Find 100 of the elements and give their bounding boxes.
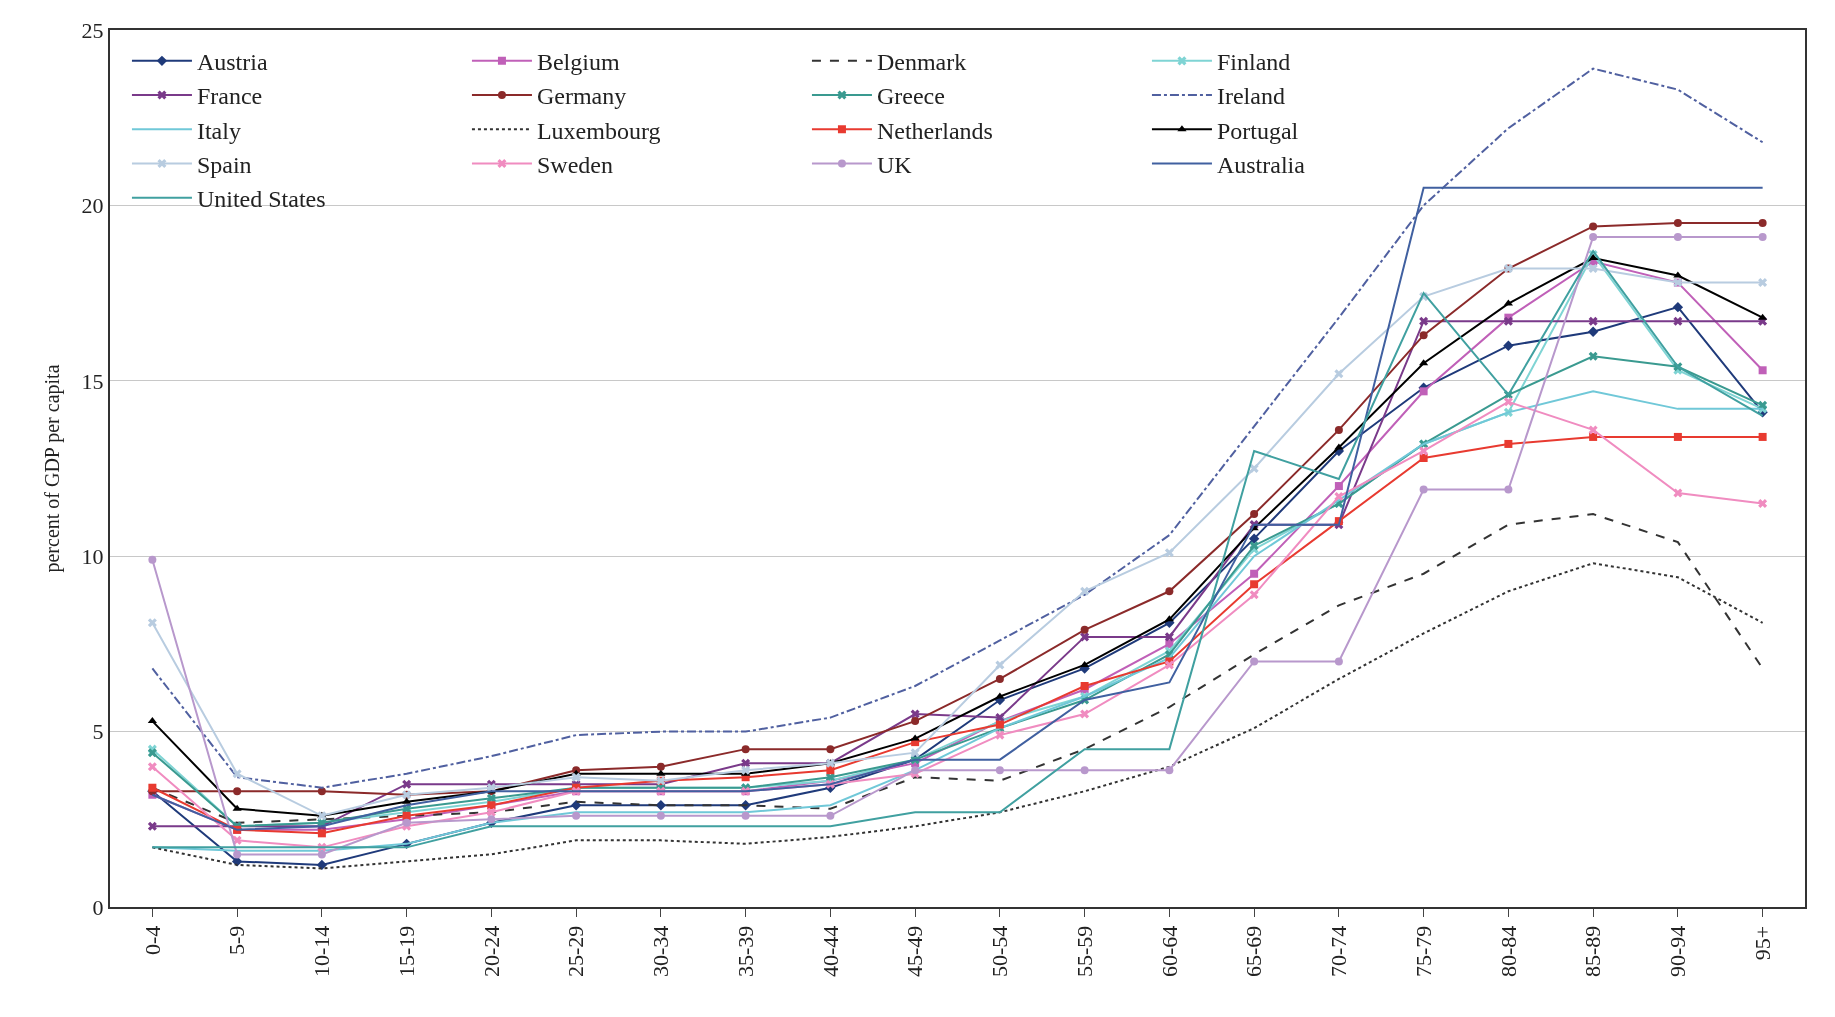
- point: [1334, 482, 1343, 491]
- y-tick-label: 5: [92, 719, 104, 745]
- point: [741, 765, 751, 775]
- legend-label: France: [196, 83, 263, 110]
- point: [317, 850, 326, 859]
- point: [1250, 657, 1259, 666]
- point: [1419, 453, 1428, 462]
- point: [741, 758, 751, 768]
- point: [1080, 682, 1089, 690]
- x-tick-label: 30-34: [648, 925, 674, 978]
- point: [1588, 254, 1598, 261]
- legend-label: Sweden: [536, 151, 613, 178]
- point: [1758, 366, 1767, 375]
- legend-label: Ireland: [1216, 83, 1285, 110]
- x-tick-label: 5-9: [224, 925, 250, 956]
- point: [1164, 660, 1174, 670]
- x-tick-label: 50-54: [987, 925, 1013, 978]
- x-tick-label: 25-29: [563, 925, 589, 978]
- point: [656, 811, 665, 820]
- point: [1080, 709, 1090, 719]
- point: [316, 859, 328, 871]
- point: [656, 769, 666, 776]
- x-tick-label: 20-24: [478, 925, 504, 978]
- x-tick-label: 40-44: [817, 925, 843, 978]
- point: [1419, 446, 1429, 456]
- point: [233, 850, 242, 859]
- point: [1164, 632, 1174, 642]
- point: [995, 660, 1005, 670]
- point: [1588, 316, 1598, 326]
- legend-label: Greece: [876, 83, 945, 110]
- point: [1334, 425, 1343, 434]
- point: [1758, 400, 1768, 410]
- x-tick-label: 85-89: [1580, 925, 1606, 978]
- x-tick-label: 80-84: [1495, 925, 1521, 978]
- x-tick-label: 65-69: [1241, 925, 1267, 978]
- point: [1673, 432, 1682, 441]
- x-tick-label: 95+: [1749, 925, 1775, 961]
- x-tick-label: 45-49: [902, 925, 928, 978]
- x-tick-label: 60-64: [1156, 925, 1182, 978]
- point: [1589, 222, 1598, 231]
- legend-label: Finland: [1216, 49, 1291, 76]
- point: [995, 674, 1004, 683]
- y-tick-label: 25: [81, 17, 104, 43]
- point: [1419, 359, 1429, 366]
- point: [1080, 586, 1090, 596]
- y-axis-title: percent of GDP per capita: [41, 364, 64, 573]
- point: [911, 717, 920, 726]
- x-tick-label: 0-4: [139, 925, 165, 956]
- point: [1503, 316, 1513, 326]
- point: [148, 783, 157, 792]
- point: [487, 815, 496, 824]
- point: [1419, 331, 1428, 340]
- point: [147, 821, 157, 831]
- point: [147, 748, 157, 758]
- point: [1503, 299, 1513, 306]
- point: [995, 692, 1005, 699]
- point: [1248, 533, 1260, 544]
- point: [1249, 463, 1259, 474]
- point: [571, 772, 581, 782]
- point: [1250, 569, 1259, 578]
- point: [1758, 432, 1767, 441]
- point: [1164, 548, 1174, 558]
- point: [317, 829, 326, 838]
- point: [1419, 485, 1428, 494]
- point: [911, 766, 920, 775]
- point: [1503, 340, 1514, 351]
- point: [1250, 510, 1259, 519]
- x-tick-label: 10-14: [309, 925, 335, 978]
- legend-label: Belgium: [536, 49, 620, 76]
- point: [1587, 326, 1599, 337]
- point: [910, 734, 920, 741]
- point: [826, 745, 835, 754]
- point: [1164, 615, 1174, 622]
- point: [1758, 499, 1768, 509]
- point: [910, 709, 920, 719]
- legend-label: Luxembourg: [536, 117, 661, 144]
- point: [1419, 316, 1429, 326]
- y-tick-label: 10: [81, 543, 104, 569]
- point: [148, 555, 157, 564]
- point: [1334, 657, 1343, 666]
- point: [1673, 232, 1682, 241]
- point: [741, 811, 750, 820]
- point: [402, 797, 412, 804]
- point: [147, 762, 157, 772]
- legend-label: Portugal: [1216, 117, 1299, 144]
- point: [1673, 271, 1683, 278]
- legend-label: United States: [196, 186, 326, 213]
- point: [1080, 766, 1089, 775]
- y-tick-label: 15: [81, 368, 104, 394]
- legend-label: Netherlands: [876, 117, 993, 144]
- point: [1080, 632, 1090, 642]
- point: [1673, 218, 1682, 227]
- x-tick-label: 35-39: [732, 925, 758, 978]
- point: [1334, 369, 1344, 379]
- point: [232, 804, 242, 811]
- point: [1758, 218, 1767, 227]
- point: [1588, 264, 1598, 274]
- legend-label: Spain: [196, 151, 252, 178]
- point: [1758, 232, 1767, 241]
- point: [486, 807, 496, 817]
